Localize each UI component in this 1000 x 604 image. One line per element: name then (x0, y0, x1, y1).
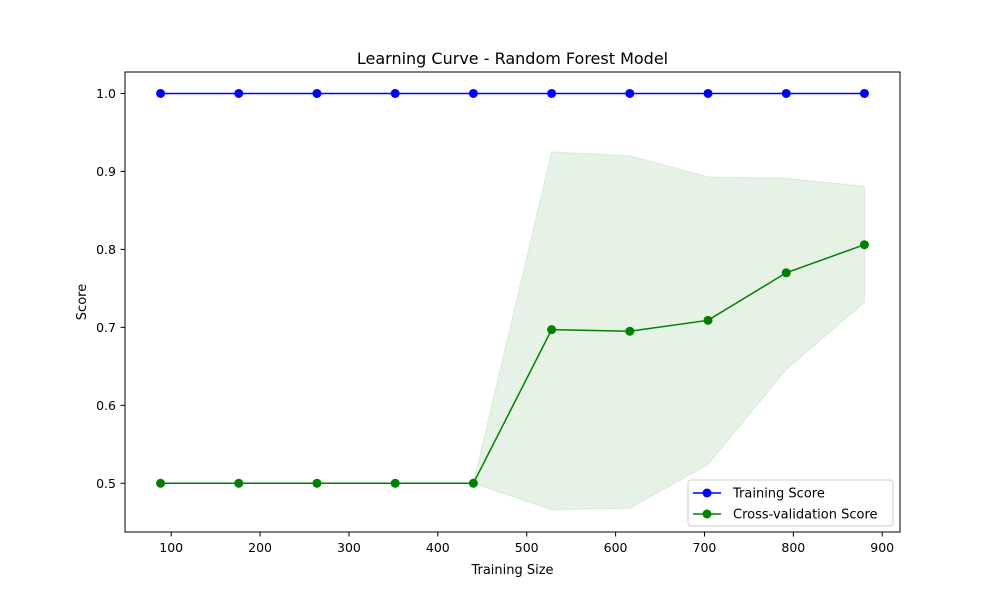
training-score-point (781, 88, 791, 98)
legend-box (687, 479, 894, 527)
x-tick-label: 400 (426, 540, 450, 555)
training-score-point (703, 88, 713, 98)
legend-marker-training-score (702, 488, 712, 498)
y-tick-label: 1.0 (96, 86, 116, 101)
training-score-point (156, 88, 166, 98)
x-tick-label: 300 (337, 540, 361, 555)
x-tick-label: 800 (781, 540, 805, 555)
cross-validation-score-point (234, 478, 244, 488)
y-axis-ticks: 0.5 0.6 0.7 0.8 0.9 1.0 (96, 86, 125, 491)
chart-title: Learning Curve - Random Forest Model (357, 49, 668, 68)
cross-validation-score-point (703, 315, 713, 325)
x-tick-label: 500 (515, 540, 539, 555)
y-tick-label: 0.7 (96, 320, 116, 335)
x-axis-ticks: 100 200 300 400 500 600 700 800 900 (159, 532, 894, 555)
x-tick-label: 200 (248, 540, 272, 555)
legend-label-training-score: Training Score (732, 487, 825, 502)
y-tick-label: 0.8 (96, 242, 116, 257)
x-axis-label: Training Size (470, 563, 553, 578)
cross-validation-score-point (859, 240, 869, 250)
legend-marker-cross-validation-score (702, 509, 712, 519)
legend: Training Score Cross-validation Score (687, 479, 894, 527)
cross-validation-score-point (312, 478, 322, 488)
training-score-point (468, 88, 478, 98)
training-score-point (390, 88, 400, 98)
x-tick-label: 600 (604, 540, 628, 555)
cross-validation-score-point (390, 478, 400, 488)
plot-frame (124, 71, 901, 533)
x-tick-label: 900 (870, 540, 894, 555)
training-score-point (234, 88, 244, 98)
cross-validation-score-point (625, 326, 635, 336)
training-score-point (625, 88, 635, 98)
training-score-point (547, 88, 557, 98)
y-tick-label: 0.5 (96, 476, 116, 491)
x-tick-label: 700 (693, 540, 717, 555)
cross-validation-score-point (781, 268, 791, 278)
legend-label-cross-validation-score: Cross-validation Score (733, 508, 878, 523)
y-tick-label: 0.9 (96, 164, 116, 179)
cross-validation-score-point (156, 478, 166, 488)
x-tick-label: 100 (159, 540, 183, 555)
cross-validation-score-point (547, 325, 557, 335)
training-score-point (312, 88, 322, 98)
y-tick-label: 0.6 (96, 398, 116, 413)
training-score-point (859, 88, 869, 98)
series-points (156, 88, 869, 488)
y-axis-label: Score (75, 284, 90, 320)
series-lines (160, 92, 865, 485)
cross-validation-score-line (160, 243, 865, 485)
cross-validation-score-point (468, 478, 478, 488)
